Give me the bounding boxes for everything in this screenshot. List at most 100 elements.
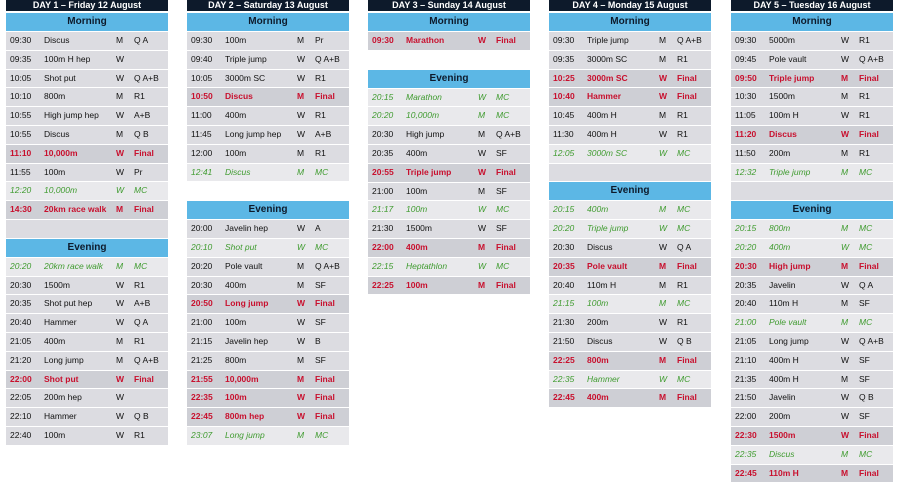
event-round: R1 [677, 53, 688, 64]
event-time: 20:35 [735, 279, 757, 290]
event-round: Pr [315, 35, 324, 45]
event-name: 10,000m [44, 185, 78, 196]
day-column: DAY 5 – Tuesday 16 August Morning 09:30 500… [731, 0, 893, 485]
event-time: 20:40 [735, 298, 757, 309]
event-time: 10:10 [10, 91, 32, 102]
event-sex: M [478, 279, 486, 290]
event-name: 100m [406, 204, 428, 215]
event-time: 09:30 [10, 35, 32, 45]
event-row: 11:30 400m H W R1 [549, 126, 711, 144]
event-name: 5000m [769, 35, 795, 45]
event-time: 20:40 [553, 279, 575, 290]
event-sex: W [841, 242, 850, 252]
event-row: 10:55 High jump hep W A+B [6, 107, 168, 125]
event-name: Javelin [769, 392, 796, 403]
event-name: 10,000m [44, 147, 78, 158]
event-time: 21:05 [10, 336, 32, 346]
event-sex: W [297, 72, 306, 83]
event-sex: M [297, 354, 305, 365]
event-name: 100m [587, 298, 609, 309]
event-row: 10:05 3000m SC W R1 [187, 69, 349, 88]
event-row: 21:35 400m H M SF [731, 370, 893, 389]
event-row: 09:35 100m H hep W [6, 50, 168, 69]
event-sex: W [297, 336, 306, 346]
event-name: High jump [406, 129, 445, 140]
event-name: 100m [225, 147, 247, 158]
event-name: 400m [587, 204, 609, 215]
event-sex: M [659, 392, 667, 403]
event-name: Triple jump [769, 166, 811, 177]
event-round: Final [134, 373, 154, 384]
event-row: 22:45 110m H M Final [731, 464, 893, 483]
event-name: 200m [769, 411, 791, 422]
event-sex: W [297, 298, 306, 309]
event-round: MC [496, 204, 510, 215]
event-name: High jump [769, 260, 811, 271]
event-time: 11:45 [191, 129, 212, 139]
event-name: Marathon [406, 91, 442, 102]
event-sex: M [841, 72, 849, 83]
event-row: 21:00 100m W SF [187, 314, 349, 332]
event-name: Hammer [44, 411, 77, 422]
event-sex: M [841, 91, 849, 102]
event-round: Final [677, 260, 697, 271]
event-time: 10:50 [191, 91, 213, 102]
event-round: Q A+B [315, 53, 340, 64]
event-time: 21:20 [10, 354, 32, 365]
event-row: 20:55 Triple jump W Final [368, 163, 530, 182]
event-row: 22:10 Hammer W Q B [6, 408, 168, 426]
event-row: 10:05 Shot put W Q A+B [6, 69, 168, 88]
event-name: 200m [587, 317, 609, 328]
event-round: Q A+B [496, 129, 521, 140]
event-row: 20:20 20km race walk M MC [6, 257, 168, 276]
event-sex: W [116, 430, 125, 440]
event-time: 21:50 [735, 392, 757, 403]
event-row: 20:15 800m M MC [731, 220, 893, 238]
event-round: Q A [134, 317, 149, 328]
event-row: 20:15 Marathon W MC [368, 88, 530, 107]
event-sex: M [659, 279, 667, 290]
event-time: 20:15 [735, 223, 757, 234]
event-name: 3000m SC [587, 147, 628, 158]
event-time: 20:10 [191, 242, 213, 252]
event-round: MC [496, 260, 510, 271]
event-round: A+B [134, 298, 151, 309]
event-round: MC [859, 242, 873, 252]
session-header: Morning [187, 13, 349, 31]
event-round: Final [859, 467, 879, 478]
event-round: R1 [859, 110, 870, 121]
event-row: 22:00 200m W SF [731, 408, 893, 426]
event-name: Pole vault [225, 260, 263, 271]
event-name: 800m hep [225, 411, 265, 422]
event-sex: M [478, 242, 486, 252]
event-sex: M [297, 373, 305, 384]
session-header: Evening [368, 69, 530, 88]
day-header: DAY 1 – Friday 12 August [6, 0, 168, 11]
event-time: 12:41 [191, 166, 213, 177]
event-sex: M [841, 166, 849, 177]
event-sex: W [478, 35, 487, 45]
event-sex: W [841, 430, 850, 440]
event-time: 10:30 [735, 91, 757, 102]
event-name: Pole vault [769, 317, 807, 328]
event-round: SF [496, 185, 507, 196]
event-round: R1 [315, 72, 326, 83]
event-time: 22:05 [10, 392, 32, 403]
event-round: Final [134, 147, 154, 158]
event-time: 22:45 [553, 392, 575, 403]
event-round: Q B [134, 411, 149, 422]
event-round: Final [315, 91, 335, 102]
event-sex: W [297, 223, 306, 234]
event-time: 09:30 [372, 35, 394, 45]
event-sex: W [841, 411, 850, 422]
event-name: Shot put [44, 373, 79, 384]
event-name: 1500m [44, 279, 70, 290]
event-name: Long jump hep [225, 129, 282, 139]
event-sex: W [116, 72, 125, 83]
event-round: Final [677, 91, 697, 102]
event-name: Discus [587, 242, 613, 252]
event-name: 1500m [769, 430, 796, 440]
event-name: Hammer [587, 373, 620, 384]
event-name: Long jump [225, 298, 269, 309]
event-row: 22:25 100m M Final [368, 276, 530, 295]
